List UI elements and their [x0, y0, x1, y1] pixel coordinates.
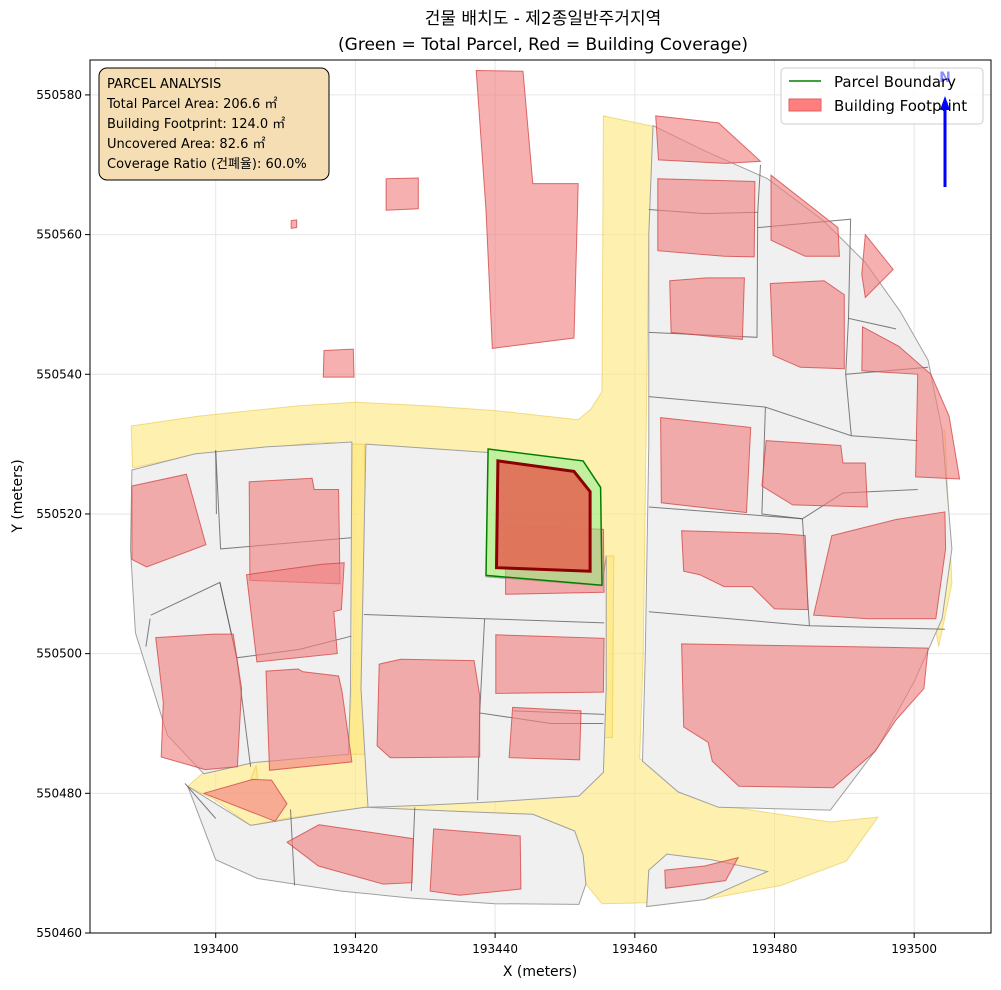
target-parcel-layer	[485, 448, 603, 587]
legend: Parcel Boundary Building Footprint	[780, 67, 984, 125]
parcel-line	[215, 450, 217, 515]
x-tick-label: 193460	[612, 942, 658, 956]
building-footprint	[812, 511, 947, 620]
building-footprint	[265, 668, 353, 771]
y-tick-label: 550460	[36, 926, 82, 940]
info-line-parcel-area: Total Parcel Area: 206.6 ㎡	[106, 97, 277, 112]
parcel-line	[648, 396, 918, 442]
building-footprint	[660, 417, 752, 514]
building-footprint	[155, 633, 243, 771]
parcel-line	[845, 374, 852, 436]
building-footprint	[475, 69, 579, 349]
legend-label-building: Building Footprint	[834, 97, 967, 115]
building-footprint	[861, 233, 894, 299]
north-arrow-label: N	[939, 70, 951, 86]
y-tick-label: 550560	[36, 228, 82, 242]
x-tick-label: 193480	[752, 942, 798, 956]
building-footprint	[429, 828, 522, 896]
building-footprint	[655, 115, 762, 164]
buildings-layer	[131, 69, 961, 896]
building-footprint	[770, 174, 840, 257]
legend-label-parcel: Parcel Boundary	[834, 73, 956, 91]
building-footprint	[508, 706, 582, 761]
building-footprint	[131, 473, 207, 568]
legend-frame	[780, 67, 984, 125]
x-tick-label: 193440	[472, 942, 518, 956]
chart-subtitle: (Green = Total Parcel, Red = Building Co…	[338, 35, 748, 55]
x-axis: 193400 193420 193440 193460 193480 193500	[193, 933, 937, 956]
north-arrow-head-icon	[940, 96, 950, 110]
x-tick-label: 193420	[333, 942, 379, 956]
y-tick-label: 550500	[36, 647, 82, 661]
info-line-uncovered: Uncovered Area: 82.6 ㎡	[107, 137, 266, 152]
building-footprint	[286, 824, 414, 885]
parcel-line	[290, 809, 296, 886]
chart-title: 건물 배치도 - 제2종일반주거지역	[425, 9, 661, 29]
info-line-title: PARCEL ANALYSIS	[107, 77, 221, 92]
building-footprint	[761, 440, 868, 508]
building-footprint	[669, 277, 745, 340]
building-footprint	[376, 658, 481, 759]
building-footprint	[495, 634, 605, 694]
y-tick-label: 550540	[36, 367, 82, 381]
info-box-background	[98, 67, 330, 181]
parcel-line	[648, 506, 803, 520]
info-line-coverage: Coverage Ratio (건폐율): 60.0%	[107, 157, 307, 172]
building-footprint	[385, 177, 419, 211]
building-footprint	[681, 530, 809, 611]
building-footprint	[202, 778, 288, 822]
y-tick-label: 550580	[36, 88, 82, 102]
legend-swatch-building	[788, 98, 822, 112]
building-footprint	[322, 348, 355, 378]
x-axis-label: X (meters)	[503, 964, 577, 980]
y-axis: 550460 550480 550500 550520 550540 550560 5505…	[36, 88, 90, 940]
building-footprint	[681, 643, 929, 789]
building-footprint	[657, 178, 756, 258]
north-arrow: N	[939, 70, 951, 187]
axes-frame	[89, 59, 992, 934]
building-footprint	[664, 856, 740, 889]
parcel-line	[145, 618, 151, 647]
x-tick-label: 193500	[891, 942, 937, 956]
info-line-footprint: Building Footprint: 124.0 ㎡	[107, 117, 285, 132]
parcel-line	[184, 783, 217, 819]
y-tick-label: 550520	[36, 507, 82, 521]
y-axis-label: Y (meters)	[10, 459, 26, 533]
building-footprint	[290, 219, 298, 229]
plot-area	[89, 59, 992, 934]
building-footprint	[245, 562, 345, 663]
info-box: PARCEL ANALYSIS Total Parcel Area: 206.6…	[98, 67, 330, 181]
y-tick-label: 550480	[36, 786, 82, 800]
building-footprint	[769, 280, 845, 370]
x-tick-label: 193400	[193, 942, 239, 956]
building-footprint	[861, 325, 961, 480]
target-building-footprint	[494, 459, 592, 573]
